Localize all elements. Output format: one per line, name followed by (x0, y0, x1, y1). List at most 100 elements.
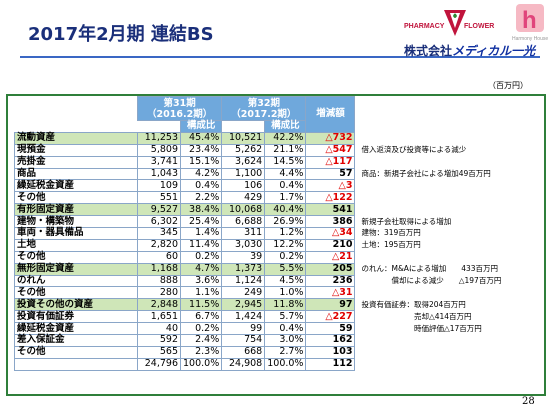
unit-label: （百万円） (488, 81, 528, 90)
page-number: 28 (522, 396, 535, 407)
balance-sheet-panel: 第31期 （2016.2期） 第32期 （2017.2期） 増減額 構成比 構成… (6, 94, 546, 396)
value-32: 99 (221, 322, 266, 336)
row-note: のれん：M&Aによる増加 433百万円 (361, 264, 499, 274)
logo-flower-text: FLOWER (464, 23, 494, 30)
table-row: 売掛金 3,741 15.1% 3,624 14.5% △117 (14, 155, 524, 169)
ratio-31: 2.3% (179, 345, 223, 359)
ratio-31: 15.1% (179, 155, 223, 169)
title-divider (20, 56, 540, 58)
value-32: 1,100 (221, 167, 266, 181)
value-31: 6,302 (137, 215, 181, 229)
row-note (355, 251, 524, 263)
company-prefix: 株式会社 (404, 44, 453, 58)
value-32: 3,030 (221, 238, 266, 252)
value-31: 888 (137, 274, 181, 288)
ratio-32: 21.1% (264, 143, 307, 157)
table-row: その他 60 0.2% 39 0.2% △21 (14, 250, 524, 264)
row-name: 売掛金 (14, 155, 138, 169)
ratio-31: 4.7% (179, 262, 223, 276)
table-row: その他 565 2.3% 668 2.7% 103 (14, 345, 524, 359)
row-name: 投資その他の資産 (14, 298, 138, 312)
row-name: 流動資産 (14, 131, 138, 145)
value-32: 106 (221, 179, 266, 193)
ratio-32: 14.5% (264, 155, 307, 169)
header-blank-2 (14, 120, 138, 133)
ratio-32: 12.2% (264, 238, 307, 252)
row-note: 商品：新規子会社による増加49百万円 (361, 169, 491, 178)
table-row: 流動資産 11,253 45.4% 10,521 42.2% △732 (14, 131, 524, 145)
ratio-32: 1.0% (264, 286, 307, 300)
header-ratio-32: 構成比 (264, 120, 307, 133)
row-name: その他 (14, 286, 138, 300)
value-31: 3,741 (137, 155, 181, 169)
value-32: 2,945 (221, 298, 266, 312)
ratio-32: 4.5% (264, 274, 307, 288)
ratio-32: 3.0% (264, 334, 307, 347)
row-note (355, 156, 524, 168)
change-value: 97 (305, 298, 356, 312)
ratio-31: 11.4% (179, 238, 223, 252)
value-31: 345 (137, 227, 181, 240)
change-value: △122 (305, 191, 356, 205)
value-32: 5,262 (221, 143, 266, 157)
ratio-32: 11.8% (264, 298, 307, 312)
row-note: 売却△414百万円 (361, 311, 472, 321)
row-note (355, 287, 524, 299)
row-note: 借入返済及び投資等による減少 (361, 145, 467, 155)
value-31: 565 (137, 345, 181, 359)
ratio-32: 1.7% (264, 191, 307, 205)
row-name: その他 (14, 345, 138, 359)
value-31: 2,820 (137, 238, 181, 252)
ratio-31: 2.2% (179, 191, 223, 205)
ratio-32: 0.4% (264, 322, 307, 336)
value-31: 551 (137, 191, 181, 205)
row-name: 繰延税金資産 (14, 322, 138, 336)
row-note: 時価評価△17百万円 (361, 323, 482, 333)
value-31: 5,809 (137, 143, 181, 157)
pharmacy-flower-logo-icon: PHARMACY FLOWER (404, 10, 494, 36)
header-blank (14, 96, 138, 121)
ratio-32: 0.4% (264, 179, 307, 193)
logo-harmony-text: Harmony House (512, 36, 548, 42)
row-note (355, 346, 524, 358)
ratio-31: 3.6% (179, 274, 223, 288)
company-logo: PHARMACY FLOWER h Harmony House (404, 4, 548, 42)
ratio-31: 25.4% (179, 215, 223, 229)
row-name: 現預金 (14, 143, 138, 157)
change-value: △31 (305, 286, 356, 300)
change-value: 112 (305, 357, 356, 371)
table-row: 建物・構築物 6,302 25.4% 6,688 26.9% 386 新規子会社取得による増… (14, 215, 524, 229)
row-note (355, 132, 524, 144)
table-row: その他 551 2.2% 429 1.7% △122 (14, 191, 524, 205)
change-value: 541 (305, 203, 356, 217)
value-31: 60 (137, 250, 181, 264)
table-row: 無形固定資産 1,168 4.7% 1,373 5.5% 205 のれん：M&Aによる増加 … (14, 262, 524, 276)
row-name: 建物・構築物 (14, 215, 138, 229)
ratio-32: 1.2% (264, 227, 307, 240)
value-32: 10,521 (221, 131, 266, 145)
row-name: 商品 (14, 167, 138, 181)
table-row: のれん 888 3.6% 1,124 4.5% 236 償却による減少 △197百万円 (14, 274, 524, 288)
row-name: 無形固定資産 (14, 262, 138, 276)
header-ratio-31: 構成比 (179, 120, 223, 133)
row-note (355, 358, 524, 370)
ratio-32: 42.2% (264, 131, 307, 145)
row-note: 土地：195百万円 (361, 240, 421, 250)
table-row: 商品 1,043 4.2% 1,100 4.4% 57 商品：新規子会社による増加49百万円 (14, 167, 524, 181)
ratio-32: 26.9% (264, 215, 307, 229)
change-value: 210 (305, 238, 356, 252)
ratio-31: 38.4% (179, 203, 223, 217)
ratio-32: 40.4% (264, 203, 307, 217)
value-31: 592 (137, 334, 181, 347)
ratio-31: 0.2% (179, 250, 223, 264)
ratio-31: 11.5% (179, 298, 223, 312)
row-name: のれん (14, 274, 138, 288)
harmony-house-logo-icon: h Harmony House (512, 4, 548, 42)
value-32: 39 (221, 250, 266, 264)
value-32: 1,424 (221, 310, 266, 324)
ratio-31: 0.2% (179, 322, 223, 336)
value-32: 249 (221, 286, 266, 300)
ratio-31: 1.1% (179, 286, 223, 300)
row-note: 償却による減少 △197百万円 (361, 276, 502, 286)
row-name: 差入保証金 (14, 334, 138, 347)
